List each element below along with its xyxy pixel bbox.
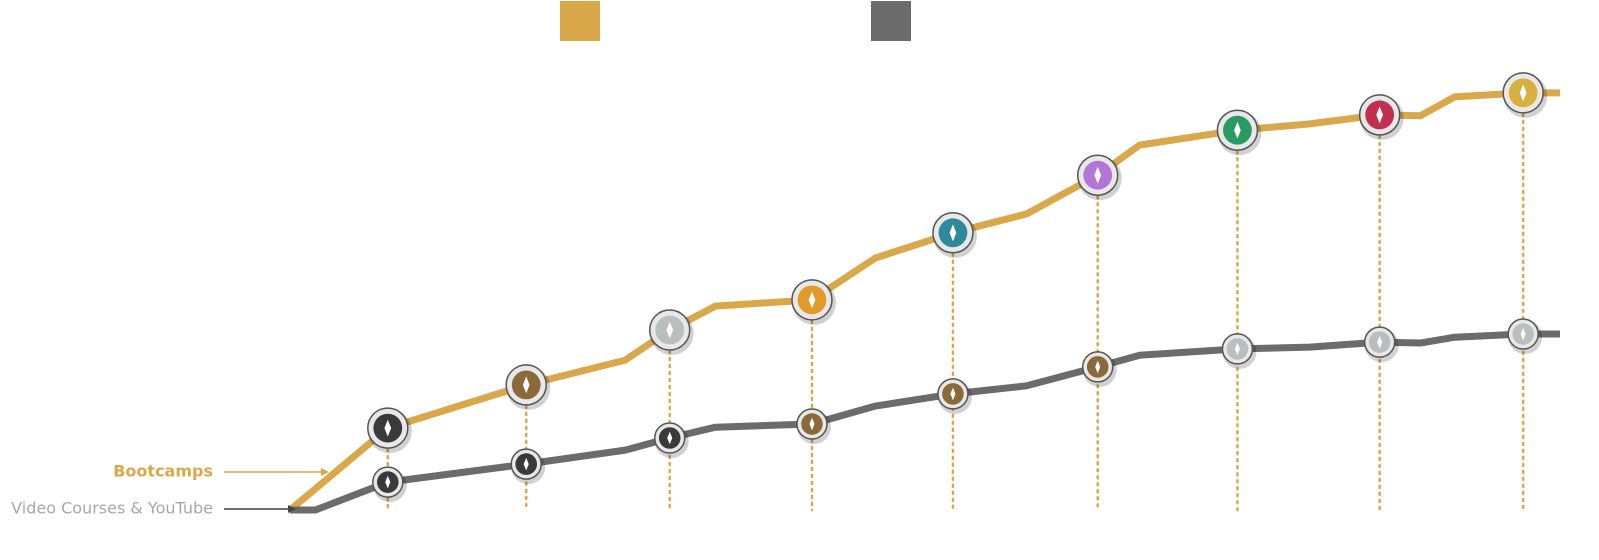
badge-star: [1520, 327, 1526, 341]
badge-star: [666, 321, 674, 339]
rank-badge: [1358, 94, 1404, 140]
rank-badge: [791, 279, 836, 325]
badge-star: [1377, 335, 1383, 349]
rank-badge: [1221, 333, 1257, 369]
series-label: Video Courses & YouTube: [11, 499, 213, 518]
badge-star: [385, 475, 391, 489]
rank-badge: [1081, 351, 1117, 387]
badge-star: [384, 419, 392, 437]
badge-star: [667, 431, 673, 445]
rank-badge: [372, 466, 407, 503]
rank-badge: [653, 422, 689, 458]
series-line: [287, 89, 1560, 513]
arrow-head: [288, 505, 296, 513]
rank-badge: [937, 378, 972, 414]
legend-swatch: [560, 1, 600, 41]
rank-badge: [1363, 326, 1399, 363]
badge-star: [1376, 106, 1384, 124]
rank-badge: [1507, 318, 1543, 355]
series-line: [290, 330, 1560, 514]
arrow-head: [321, 468, 329, 476]
rank-badge: [648, 309, 694, 355]
badge-star: [522, 376, 530, 394]
badge-star: [1094, 166, 1102, 184]
badge-star: [808, 291, 816, 309]
badge-star: [1234, 342, 1240, 356]
badge-star: [950, 387, 956, 401]
legend-swatch: [871, 1, 911, 41]
rank-badge: [1216, 109, 1262, 156]
rank-badge: [367, 407, 412, 454]
badge-star: [1519, 84, 1527, 102]
rank-badge: [796, 408, 831, 445]
rank-badge: [1076, 154, 1122, 201]
badge-star: [1095, 360, 1101, 374]
badge-star: [949, 224, 957, 242]
rank-badge: [505, 364, 551, 410]
badge-star: [523, 457, 529, 471]
rank-badge: [932, 212, 977, 258]
rank-badge: [1502, 72, 1548, 118]
badge-star: [1234, 121, 1241, 139]
rank-badge: [510, 448, 546, 485]
badge-star: [809, 417, 815, 431]
series-label: Bootcamps: [113, 462, 213, 481]
